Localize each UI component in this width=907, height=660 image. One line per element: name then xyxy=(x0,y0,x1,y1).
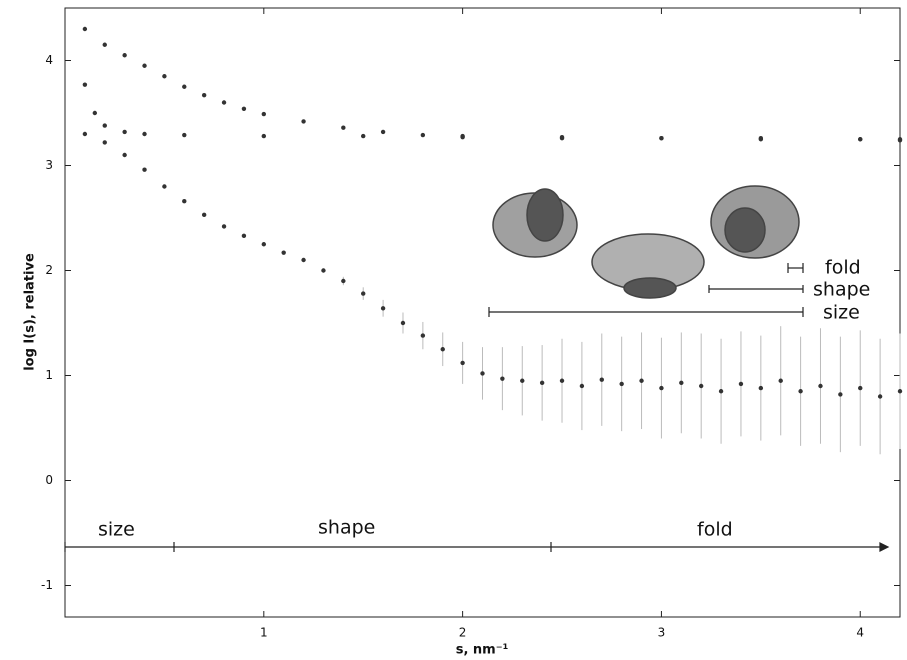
y-tick-label: 4 xyxy=(45,53,53,67)
region-label: fold xyxy=(697,519,733,541)
data-point xyxy=(162,184,167,189)
data-point xyxy=(599,377,604,382)
data-point xyxy=(182,132,187,138)
data-point xyxy=(82,26,88,32)
data-point xyxy=(142,131,147,137)
region-label: shape xyxy=(318,517,375,539)
data-point xyxy=(321,268,326,273)
data-point xyxy=(281,250,286,255)
y-tick-label: 3 xyxy=(45,158,53,172)
protein xyxy=(623,277,677,299)
data-point xyxy=(261,242,267,247)
data-point xyxy=(182,199,187,204)
data-point xyxy=(82,131,88,137)
data-point xyxy=(858,137,863,142)
region-label: size xyxy=(98,519,135,541)
data-point xyxy=(738,381,744,387)
region-arrow xyxy=(64,542,890,552)
data-point xyxy=(380,129,386,135)
data-point xyxy=(420,132,426,138)
data-point xyxy=(500,376,505,381)
data-point xyxy=(520,378,525,383)
data-point xyxy=(341,125,346,130)
data-point xyxy=(122,53,127,58)
protein xyxy=(526,188,564,242)
data-point xyxy=(460,134,465,140)
data-point xyxy=(579,383,585,389)
plot-frame xyxy=(64,7,901,618)
data-point xyxy=(798,389,803,394)
data-point xyxy=(619,381,624,387)
data-point xyxy=(122,152,127,158)
data-point xyxy=(420,333,426,338)
data-point xyxy=(758,385,764,391)
inset-label: size xyxy=(823,302,860,324)
data-point xyxy=(460,360,465,366)
data-point xyxy=(162,74,167,79)
data-point xyxy=(221,100,227,105)
data-point xyxy=(897,138,903,143)
scale-bars xyxy=(488,263,804,317)
y-tick-label: 0 xyxy=(45,473,53,487)
data-point xyxy=(241,106,247,112)
data-point xyxy=(559,136,565,141)
y-axis-label: log I(s), relative xyxy=(23,253,38,371)
data-point xyxy=(480,371,485,376)
data-point xyxy=(858,385,863,391)
x-tick-label: 3 xyxy=(658,626,666,640)
data-point xyxy=(201,92,207,98)
data-point xyxy=(400,320,406,326)
data-point xyxy=(639,378,644,383)
data-point xyxy=(539,380,545,386)
data-point xyxy=(142,63,147,68)
y-tick-label: -1 xyxy=(41,578,53,592)
data-point xyxy=(182,84,187,89)
data-point xyxy=(877,394,883,399)
data-point xyxy=(698,383,704,389)
data-point xyxy=(201,212,207,218)
data-point xyxy=(897,389,903,394)
data-point xyxy=(758,137,764,142)
x-tick-label: 4 xyxy=(856,626,864,640)
data-point xyxy=(361,291,366,296)
protein xyxy=(724,207,766,253)
data-point xyxy=(659,136,664,141)
data-point xyxy=(92,110,98,116)
data-point xyxy=(341,278,346,284)
x-tick-label: 1 xyxy=(260,626,268,640)
protein-structures xyxy=(492,185,800,299)
data-point xyxy=(241,233,247,239)
data-point xyxy=(82,82,88,87)
data-point xyxy=(718,389,724,394)
data-point xyxy=(361,133,366,139)
data-point xyxy=(221,224,227,229)
data-point xyxy=(102,123,107,128)
data-point xyxy=(142,167,147,172)
data-point xyxy=(301,257,306,263)
x-axis-label: s, nm⁻¹ xyxy=(456,643,509,658)
data-point xyxy=(559,378,565,383)
y-tick-label: 1 xyxy=(45,368,53,382)
data-point xyxy=(838,392,843,397)
x-tick-label: 2 xyxy=(459,626,467,640)
data-point xyxy=(659,385,664,391)
data-point xyxy=(440,347,445,352)
data-point xyxy=(301,119,306,124)
data-point xyxy=(380,306,386,311)
data-point xyxy=(102,140,107,145)
y-tick-label: 2 xyxy=(45,263,53,277)
data-point xyxy=(818,383,823,389)
data-point xyxy=(261,133,267,139)
data-point xyxy=(122,129,127,135)
inset-label: shape xyxy=(813,279,870,301)
data-point xyxy=(102,42,107,47)
data-point xyxy=(679,380,684,386)
data-point xyxy=(778,378,783,383)
inset-label: fold xyxy=(825,257,861,279)
data-point xyxy=(261,111,267,117)
